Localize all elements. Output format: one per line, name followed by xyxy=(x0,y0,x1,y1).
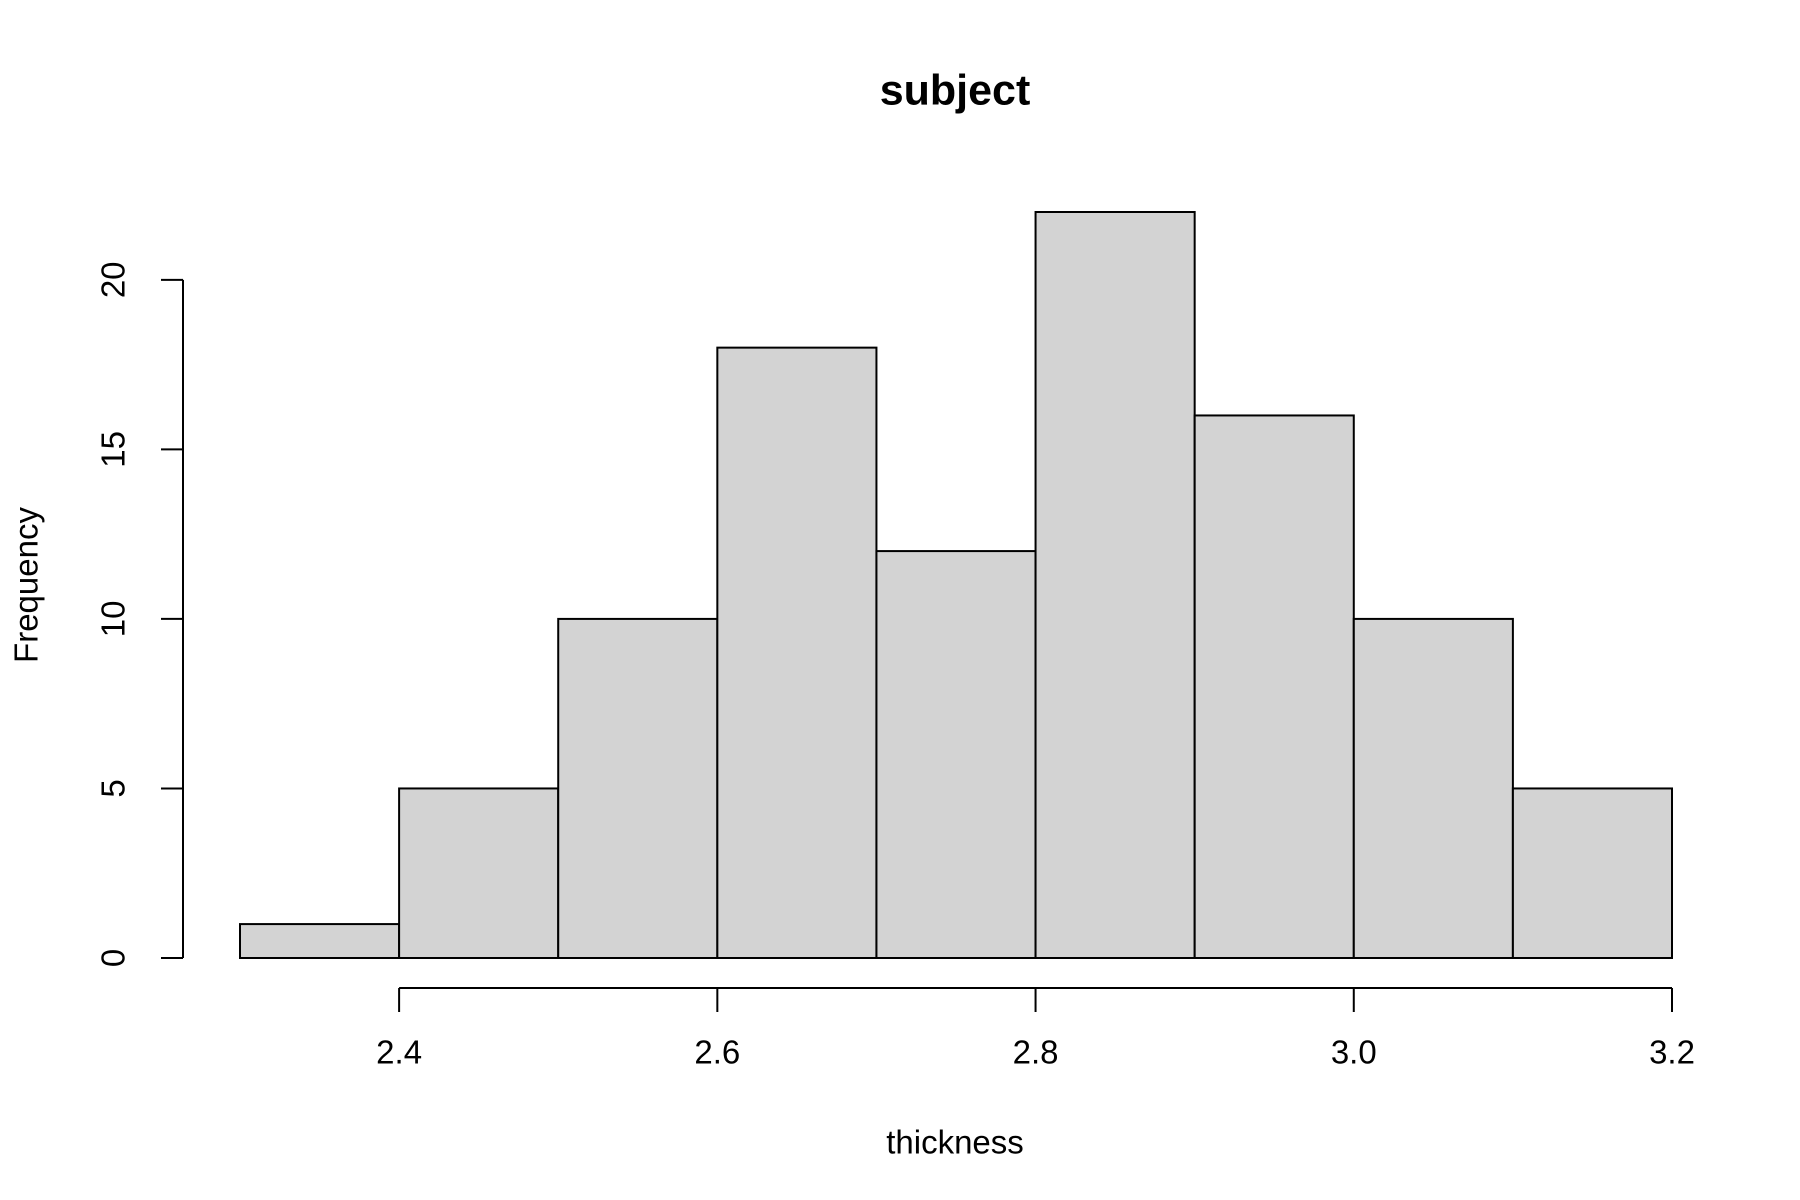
y-tick-label: 20 xyxy=(95,261,132,298)
chart-title: subject xyxy=(880,66,1031,114)
bar xyxy=(716,346,878,959)
y-tick-label: 0 xyxy=(95,949,132,967)
bar xyxy=(1352,617,1514,960)
bar xyxy=(398,787,560,959)
y-tick-label: 5 xyxy=(95,779,132,797)
bar xyxy=(557,617,719,960)
x-tick-label: 3.2 xyxy=(1649,1034,1695,1071)
bar xyxy=(875,550,1037,959)
x-axis-title: thickness xyxy=(886,1124,1024,1161)
x-tick-label: 2.6 xyxy=(694,1034,740,1071)
x-tick-label: 3.0 xyxy=(1331,1034,1377,1071)
bar xyxy=(1511,787,1674,959)
y-tick-label: 10 xyxy=(95,601,132,638)
bar xyxy=(239,923,401,959)
x-tick-label: 2.8 xyxy=(1013,1034,1059,1071)
bar xyxy=(1034,211,1196,959)
y-tick-label: 15 xyxy=(95,431,132,468)
y-axis-title: Frequency xyxy=(8,507,45,663)
bar xyxy=(1193,414,1355,960)
x-tick-label: 2.4 xyxy=(376,1034,422,1071)
